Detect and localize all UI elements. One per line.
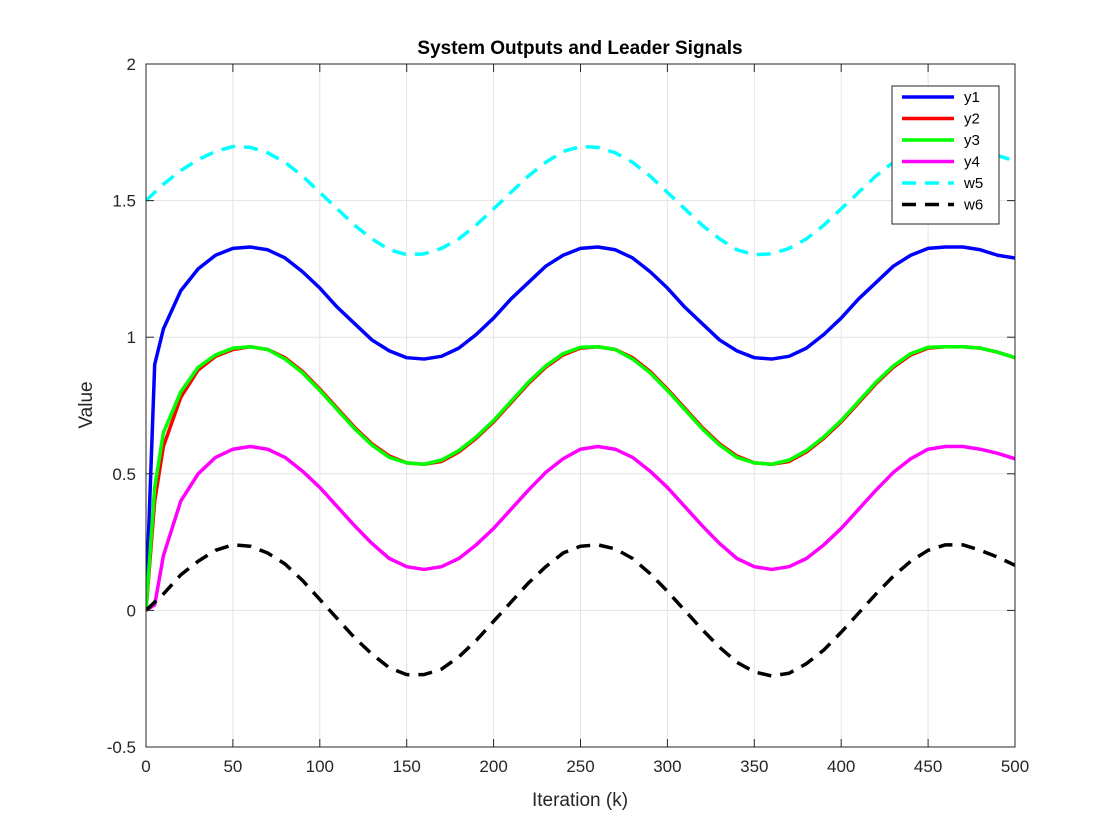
y-tick-label: 2 <box>127 55 136 74</box>
series-layer <box>146 144 1015 678</box>
series-line-y3 <box>146 345 1015 611</box>
legend-label-y2: y2 <box>964 111 980 128</box>
x-tick-label: 200 <box>479 757 507 776</box>
legend: y1 y2 y3 y4 w5 w6 <box>891 85 1000 225</box>
y-tick-label: 1.5 <box>112 192 136 211</box>
y-axis-label: Value <box>76 381 97 428</box>
axis-ticks: 0 50 100 150 200 250 300 350 400 450 500 -0.5 0 0.5 1 1… <box>107 55 1029 776</box>
series-line-y1 <box>146 245 1015 606</box>
y-tick-label: 0.5 <box>112 465 136 484</box>
x-tick-label: 0 <box>141 757 150 776</box>
series-line-w5 <box>146 144 1015 257</box>
x-tick-label: 500 <box>1001 757 1029 776</box>
legend-label-w6: w6 <box>963 197 983 214</box>
chart-title: System Outputs and Leader Signals <box>417 38 742 59</box>
x-tick-label: 300 <box>653 757 681 776</box>
legend-label-y4: y4 <box>964 154 980 171</box>
legend-label-y3: y3 <box>964 132 980 149</box>
legend-label-w5: w5 <box>963 175 983 192</box>
x-tick-label: 250 <box>566 757 594 776</box>
series-line-y4 <box>146 444 1015 612</box>
y-tick-label: 1 <box>127 328 136 347</box>
x-tick-label: 150 <box>393 757 421 776</box>
x-tick-label: 400 <box>827 757 855 776</box>
x-tick-label: 350 <box>740 757 768 776</box>
x-tick-label: 50 <box>223 757 242 776</box>
x-tick-label: 100 <box>306 757 334 776</box>
x-tick-label: 450 <box>914 757 942 776</box>
y-tick-label: 0 <box>127 601 136 620</box>
legend-label-y1: y1 <box>964 89 980 106</box>
legend-box <box>891 85 1000 225</box>
y-tick-label: -0.5 <box>107 738 136 757</box>
x-axis-label: Iteration (k) <box>532 790 628 811</box>
